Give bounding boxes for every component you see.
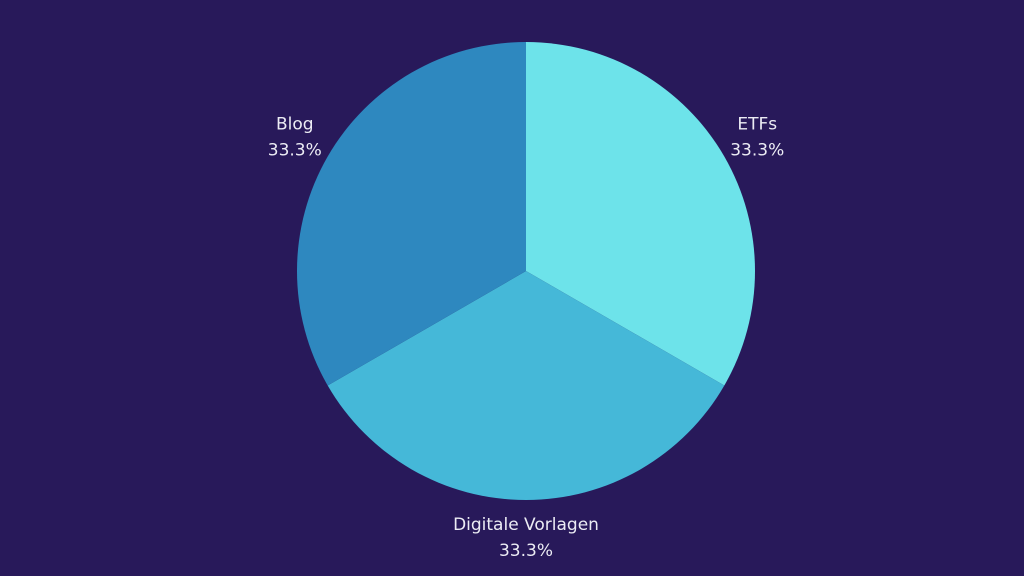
- slice-label: ETFs: [737, 115, 777, 135]
- pie-slice: [297, 42, 526, 386]
- slice-value-label: 33.3%: [730, 141, 784, 161]
- slice-label: Blog: [276, 115, 314, 135]
- slice-value-label: 33.3%: [268, 141, 322, 161]
- slice-value-label: 33.3%: [499, 541, 553, 561]
- pie-slice: [526, 42, 755, 386]
- slice-label: Digitale Vorlagen: [453, 515, 599, 535]
